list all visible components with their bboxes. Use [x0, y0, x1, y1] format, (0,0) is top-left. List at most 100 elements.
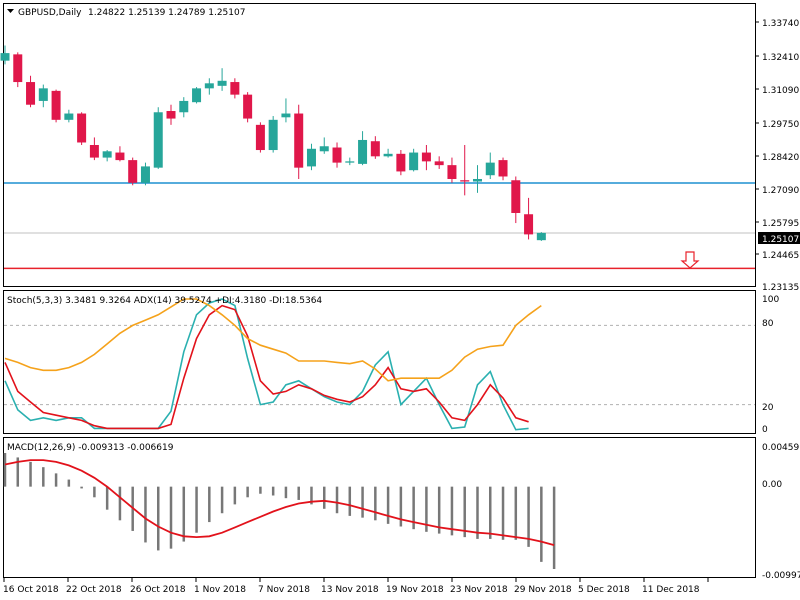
candle: [447, 157, 457, 183]
candle: [409, 148, 419, 172]
candle: [243, 92, 253, 123]
candle: [0, 45, 10, 65]
macd-signal-line: [4, 459, 555, 546]
candle-body: [0, 53, 10, 61]
candle: [306, 143, 316, 171]
macd-axis: 0.004591 0.00 -0.009975: [762, 443, 800, 581]
candle-body: [166, 111, 176, 119]
date-label: 26 Oct 2018: [130, 585, 186, 595]
price-tick: 1.33740: [762, 19, 799, 29]
stoch-panel-frame: [3, 290, 756, 434]
candle-body: [345, 161, 355, 163]
candle: [77, 112, 87, 145]
stoch-tick: 100: [762, 295, 779, 305]
price-tick: 1.24465: [762, 251, 799, 261]
candle-body: [26, 82, 36, 105]
candle: [217, 68, 227, 91]
ohlc-values: 1.24822 1.25139 1.24789 1.25107: [88, 8, 245, 18]
date-label: 19 Nov 2018: [386, 585, 444, 595]
macd-tick: -0.009975: [762, 571, 800, 581]
candle-body: [102, 151, 112, 158]
stoch-tick: 80: [762, 319, 774, 329]
candle: [38, 84, 48, 108]
macd-label: MACD(12,26,9) -0.009313 -0.006619: [7, 443, 174, 453]
candle: [89, 137, 99, 161]
candle-body: [498, 160, 508, 177]
price-axis: 1.33740 1.32410 1.31090 1.29750 1.28420 …: [758, 19, 800, 293]
candle-body: [38, 88, 48, 101]
candle: [166, 104, 176, 125]
macd-panel-frame: [3, 437, 756, 578]
candle-body: [472, 178, 482, 182]
dropdown-triangle-icon[interactable]: [7, 9, 14, 13]
symbol-label: GBPUSD,Daily: [18, 8, 82, 18]
candle: [179, 97, 189, 118]
price-layer: [0, 45, 755, 270]
date-label: 1 Nov 2018: [194, 585, 246, 595]
date-label: 22 Oct 2018: [66, 585, 122, 595]
candle: [434, 156, 444, 169]
date-label: 11 Dec 2018: [642, 585, 700, 595]
stoch-main-line: [4, 298, 529, 431]
candle: [511, 176, 521, 224]
candle-body: [332, 147, 342, 163]
price-tick: 1.28420: [762, 153, 799, 163]
candle: [345, 157, 355, 166]
candle-body: [217, 80, 227, 86]
price-tick: 1.32410: [762, 53, 799, 63]
symbol-header: GBPUSD,Daily 1.24822 1.25139 1.24789 1.2…: [7, 8, 245, 18]
candle-body: [383, 153, 393, 157]
candle-body: [421, 152, 431, 162]
candle: [204, 78, 214, 95]
candle-body: [447, 165, 457, 179]
candle-body: [294, 113, 304, 168]
sell-arrow-icon[interactable]: [680, 251, 700, 269]
date-label: 5 Dec 2018: [578, 585, 630, 595]
candle-body: [179, 100, 189, 113]
candle: [26, 75, 36, 108]
candle-body: [268, 119, 278, 151]
candle: [498, 157, 508, 181]
date-label: 7 Nov 2018: [258, 585, 310, 595]
date-label: 13 Nov 2018: [321, 585, 379, 595]
candle: [370, 136, 380, 159]
candle-body: [77, 113, 87, 143]
candle-body: [13, 54, 23, 83]
stoch-axis: 100 80 20 0: [762, 295, 779, 435]
candle: [140, 162, 150, 186]
candle-body: [51, 90, 61, 120]
stoch-adx-label: Stoch(5,3,3) 3.3481 9.3264 ADX(14) 39.52…: [7, 296, 322, 306]
candle-body: [128, 160, 138, 183]
candle: [128, 157, 138, 186]
candle: [332, 142, 342, 168]
candle-body: [485, 162, 495, 176]
time-axis: 16 Oct 2018 22 Oct 2018 26 Oct 2018 1 No…: [3, 585, 700, 595]
current-price-label: 1.25107: [762, 235, 799, 245]
candle-body: [460, 180, 470, 182]
candle-body: [370, 141, 380, 157]
candle-body: [319, 146, 329, 152]
candle-body: [396, 153, 406, 172]
candle-body: [306, 148, 316, 167]
candle-body: [524, 214, 534, 235]
candle-body: [434, 161, 444, 166]
candle: [396, 150, 406, 176]
candle: [358, 131, 368, 166]
candle: [115, 146, 125, 162]
candle-body: [140, 166, 150, 183]
candle: [536, 232, 546, 241]
candle-body: [115, 152, 125, 161]
candle-body: [536, 232, 546, 241]
price-tick: 1.23135: [762, 283, 799, 293]
candle-body: [89, 145, 99, 158]
candle: [51, 89, 61, 123]
macd-tick: 0.00: [762, 480, 782, 490]
candle: [485, 152, 495, 179]
stoch-tick: 0: [762, 425, 768, 435]
candle-body: [243, 94, 253, 119]
current-price-tag: [758, 232, 800, 244]
candle: [13, 52, 23, 88]
stoch-tick: 20: [762, 403, 774, 413]
candle: [294, 104, 304, 179]
